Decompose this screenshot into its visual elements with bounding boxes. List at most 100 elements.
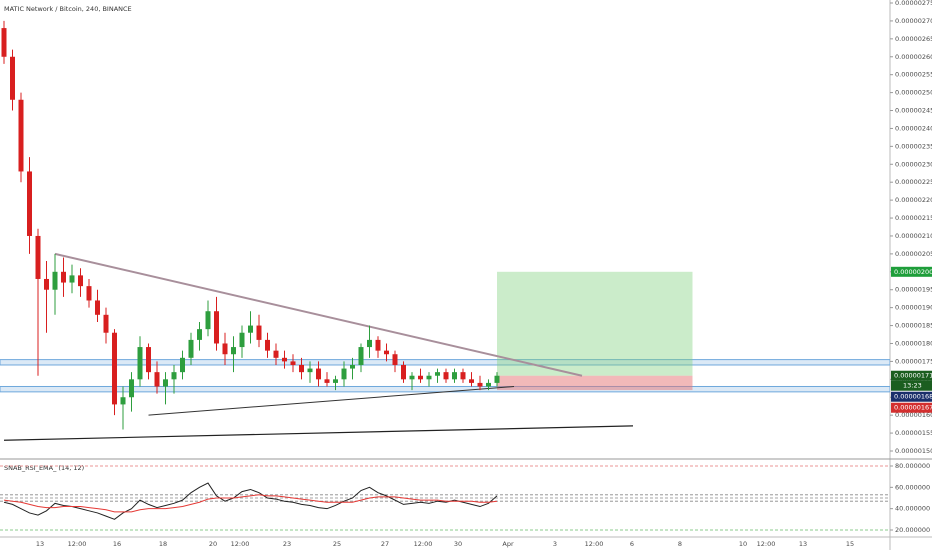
x-tick-label: 30 xyxy=(454,540,462,548)
candle-body xyxy=(1,28,7,57)
y-tick-label: 0.00000265 xyxy=(895,35,932,43)
stop-zone xyxy=(497,375,693,391)
y-tick-label: 0.00000160 xyxy=(895,411,932,419)
candle-body xyxy=(333,379,338,383)
x-tick-label: Apr xyxy=(502,540,514,548)
candle-body xyxy=(350,364,355,369)
candle-body xyxy=(273,350,279,358)
y-tick-label: 0.00000190 xyxy=(895,304,932,312)
price-tag xyxy=(891,391,932,402)
candle-body xyxy=(401,364,406,380)
candle-body xyxy=(265,339,270,351)
candle-body xyxy=(205,311,211,330)
chart-title: MATIC Network / Bitcoin, 240, BINANCE xyxy=(4,5,132,13)
x-tick-label: 6 xyxy=(630,540,634,548)
x-tick-label: 25 xyxy=(333,540,341,548)
trendline xyxy=(148,385,515,416)
target-zone xyxy=(497,271,693,376)
y-tick-label: 0.00000270 xyxy=(895,17,932,25)
x-tick-label: 16 xyxy=(113,540,121,548)
main-pane xyxy=(0,20,890,441)
price-tag xyxy=(891,370,932,381)
candle-body xyxy=(171,372,177,380)
candle-body xyxy=(469,379,474,383)
candle-body xyxy=(392,354,398,365)
candle-body xyxy=(460,372,466,380)
rsi-line xyxy=(3,494,498,513)
candle-body xyxy=(52,271,58,290)
candle-body xyxy=(35,235,41,279)
x-tick-label: 15 xyxy=(846,540,854,548)
x-tick-label: 20 xyxy=(209,540,217,548)
price-tag-label: 0.00000200 xyxy=(894,268,932,276)
rsi-y-tick-label: 40.000000 xyxy=(895,505,930,513)
rsi-y-tick-label: 80.000000 xyxy=(895,462,930,470)
x-tick-label: 3 xyxy=(553,540,557,548)
x-tick-label: 12:00 xyxy=(414,540,433,548)
candle-body xyxy=(197,329,202,340)
candle-body xyxy=(239,332,245,348)
x-tick-label: 27 xyxy=(381,540,389,548)
rsi-y-tick-label: 20.000000 xyxy=(895,526,930,534)
candle-body xyxy=(112,332,117,405)
candle-body xyxy=(69,275,75,283)
x-tick-label: 12:00 xyxy=(231,540,250,548)
candle-body xyxy=(384,350,389,355)
candle-body xyxy=(435,372,440,376)
candle-body xyxy=(316,368,321,380)
x-tick-label: 13 xyxy=(799,540,807,548)
candle-body xyxy=(44,278,49,290)
candle-body xyxy=(290,361,296,365)
x-tick-label: 18 xyxy=(159,540,167,548)
zone xyxy=(0,359,890,366)
y-tick-label: 0.00000205 xyxy=(895,250,932,258)
y-tick-label: 0.00000155 xyxy=(895,429,932,437)
trendline xyxy=(54,252,583,377)
price-tag xyxy=(891,402,932,413)
candle-body xyxy=(18,99,24,172)
candle-body xyxy=(61,271,66,283)
candle-body xyxy=(256,325,262,340)
candle-body xyxy=(375,339,381,351)
candle-body xyxy=(78,275,83,287)
candle-body xyxy=(180,357,185,373)
y-tick-label: 0.00000185 xyxy=(895,322,932,330)
candle-body xyxy=(358,347,364,365)
y-tick-label: 0.00000175 xyxy=(895,357,932,365)
trendline xyxy=(3,425,634,441)
x-tick-label: 12:00 xyxy=(757,540,776,548)
candle-body xyxy=(409,375,415,380)
candle-body xyxy=(163,379,168,387)
x-tick-label: 12:00 xyxy=(585,540,604,548)
price-tag xyxy=(891,266,932,277)
candle-body xyxy=(231,347,236,355)
y-tick-label: 0.00000235 xyxy=(895,142,932,150)
candle-body xyxy=(129,379,134,398)
x-tick-label: 23 xyxy=(283,540,291,548)
candle-body xyxy=(27,171,32,236)
indicator-title: SNAB_RSI_EMA_ (14, 12) xyxy=(4,464,84,472)
candle-body xyxy=(477,382,483,387)
y-tick-label: 0.00000245 xyxy=(895,107,932,115)
y-tick-label: 0.00000150 xyxy=(895,447,932,455)
candle-body xyxy=(154,372,160,387)
candle-body xyxy=(307,368,313,373)
y-tick-label: 0.00000230 xyxy=(895,160,932,168)
y-tick-label: 0.00000220 xyxy=(895,196,932,204)
candle-body xyxy=(95,300,100,315)
y-tick-label: 0.00000255 xyxy=(895,71,932,79)
candle-body xyxy=(341,368,347,380)
candle-body xyxy=(248,325,253,333)
x-tick-label: 10 xyxy=(739,540,747,548)
y-tick-label: 0.00000275 xyxy=(895,0,932,7)
candle-body xyxy=(367,339,372,348)
candle-body xyxy=(188,339,194,358)
x-tick-label: 8 xyxy=(678,540,682,548)
y-tick-label: 0.00000240 xyxy=(895,124,932,132)
candle-body xyxy=(452,372,457,380)
y-tick-label: 0.00000180 xyxy=(895,339,932,347)
candle-body xyxy=(494,375,500,383)
candle-body xyxy=(443,372,449,380)
